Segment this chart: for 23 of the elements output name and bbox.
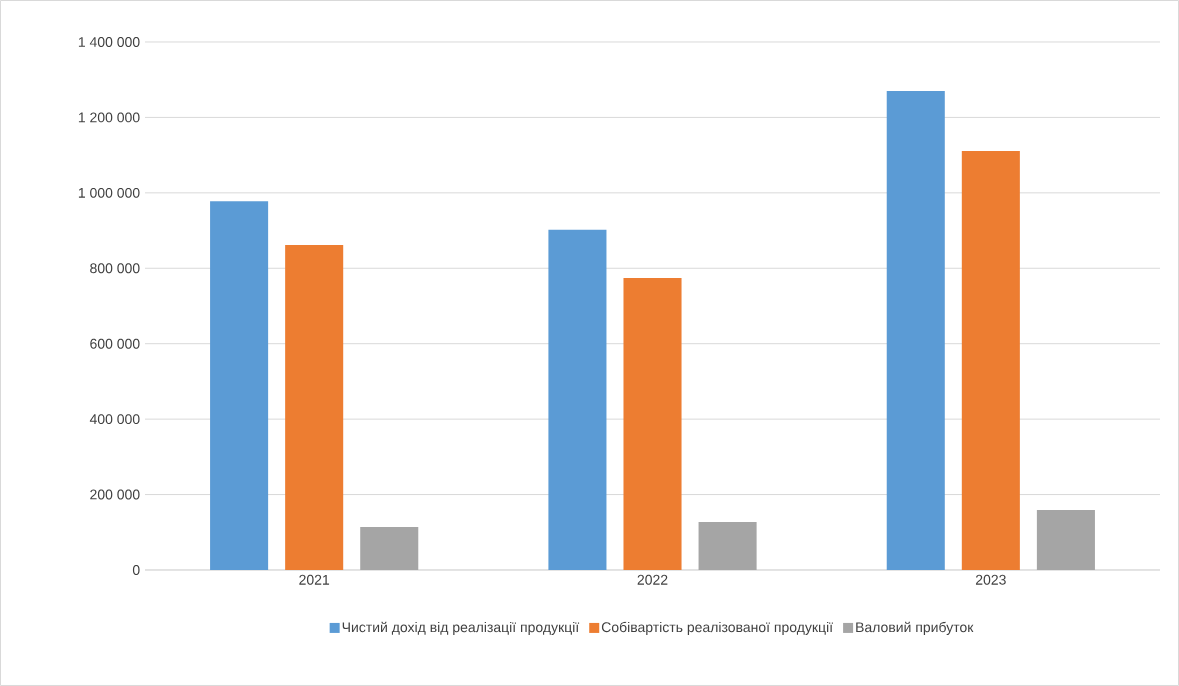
bar (623, 278, 682, 570)
y-tick-label: 800 000 (90, 263, 140, 274)
bar (210, 201, 269, 570)
y-tick-label: 400 000 (89, 414, 140, 425)
bar (285, 244, 344, 570)
x-tick-label: 2023 (975, 574, 1006, 585)
y-tick-label: 0 (132, 565, 140, 575)
bar (360, 526, 419, 570)
bar (961, 150, 1020, 570)
y-tick-label: 200 000 (90, 489, 140, 500)
y-tick-label: 1 000 000 (78, 187, 140, 198)
y-tick-label: 600 000 (90, 338, 140, 349)
x-tick-label: 2021 (299, 574, 330, 585)
x-tick-label: 2022 (637, 574, 668, 585)
bar (698, 522, 757, 570)
bar (548, 229, 607, 570)
legend-label: Валовий прибуток (856, 621, 974, 635)
legend-label: Собівартість реалізованої продукції (601, 621, 833, 635)
bar (1036, 510, 1095, 570)
bar (886, 91, 945, 570)
legend-label: Чистий дохід від реалізації продукції (342, 621, 580, 635)
y-tick-label: 1 400 000 (78, 37, 140, 47)
y-tick-label: 1 200 000 (78, 112, 140, 123)
